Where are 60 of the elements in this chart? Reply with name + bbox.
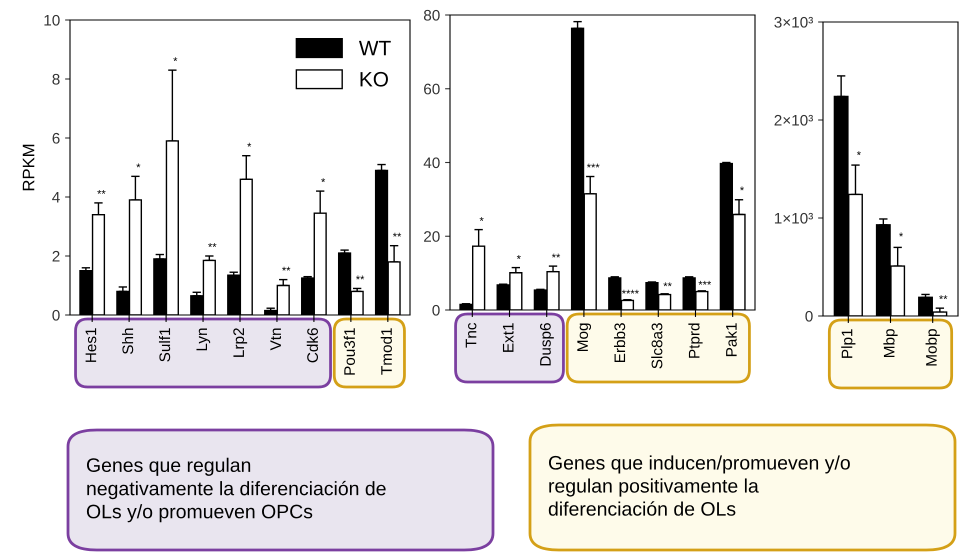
y-tick-label: 4 bbox=[52, 192, 60, 203]
annotation: * bbox=[480, 217, 484, 221]
x-tick-label: Mbp bbox=[883, 329, 898, 357]
y-tick-label: 0 bbox=[52, 310, 60, 321]
y-tick-label: 8 bbox=[52, 74, 60, 85]
annotation: * bbox=[173, 57, 178, 62]
text: Genes que inducen/promueven y/o regulan positivamente la diferenciación de OLs bbox=[548, 455, 850, 516]
x-tick-label: Mog bbox=[577, 323, 592, 351]
annotation: ** bbox=[552, 254, 560, 258]
text: Genes que regulan negativamente la diferenciación de OLs y/o promueven OPCs bbox=[86, 458, 386, 522]
x-tick-label: Pou3f1 bbox=[344, 328, 355, 375]
x-tick-label: Cdk6 bbox=[306, 328, 318, 362]
annotation: ** bbox=[356, 276, 364, 280]
legend-label: KO bbox=[360, 72, 388, 87]
y-tick-label: 40 bbox=[424, 157, 440, 168]
y-tick-label: 0 bbox=[432, 304, 440, 316]
y-tick-label: 10 bbox=[44, 14, 60, 26]
y-axis-title: RPKM bbox=[22, 144, 34, 190]
x-tick-label: Dusp6 bbox=[540, 323, 554, 366]
x-tick-label: Slc8a3 bbox=[651, 323, 662, 369]
annotation: * bbox=[516, 255, 521, 259]
x-tick-label: Lyn bbox=[196, 328, 210, 350]
x-tick-label: Tmod1 bbox=[380, 328, 392, 375]
x-tick-label: Ptprd bbox=[688, 323, 703, 358]
annotation: ** bbox=[282, 266, 290, 271]
x-tick-label: Shh bbox=[122, 328, 134, 354]
y-tick-label: 0 bbox=[805, 310, 813, 322]
y-tick-label: 60 bbox=[424, 84, 440, 94]
x-tick-label: Pak1 bbox=[726, 323, 737, 356]
x-tick-label: Lrp2 bbox=[233, 328, 248, 357]
annotation: * bbox=[136, 163, 140, 168]
annotation: ** bbox=[663, 282, 672, 286]
x-tick-label: Mobp bbox=[926, 329, 940, 366]
y-tick-label: 1×10³ bbox=[774, 212, 813, 224]
x-tick-label: Plp1 bbox=[841, 329, 856, 358]
x-tick-label: Sulf1 bbox=[158, 328, 170, 362]
y-tick-label: 80 bbox=[424, 10, 440, 21]
y-tick-label: 6 bbox=[52, 132, 60, 144]
annotation: ** bbox=[939, 295, 948, 300]
annotation: *** bbox=[586, 164, 600, 168]
y-tick-label: 3×10³ bbox=[774, 16, 813, 28]
annotation: ** bbox=[392, 232, 402, 237]
y-tick-label: 2×10³ bbox=[774, 114, 813, 126]
annotation: **** bbox=[622, 290, 639, 294]
annotation: * bbox=[321, 178, 326, 182]
legend-label: WT bbox=[358, 40, 391, 56]
annotation: * bbox=[899, 232, 904, 236]
x-tick-label: Tnc bbox=[466, 322, 476, 348]
annotation: * bbox=[247, 142, 252, 147]
y-tick-label: 20 bbox=[424, 231, 440, 242]
annotation: ** bbox=[208, 243, 216, 247]
x-tick-label: Ext1 bbox=[502, 323, 514, 352]
annotation: * bbox=[856, 151, 861, 156]
x-tick-label: Vtn bbox=[270, 328, 282, 350]
annotation: ** bbox=[97, 190, 106, 194]
annotation: *** bbox=[698, 280, 712, 285]
annotation: * bbox=[740, 186, 744, 190]
x-tick-label: Hes1 bbox=[86, 328, 96, 362]
x-tick-label: Erbb3 bbox=[614, 323, 626, 362]
y-tick-label: 2 bbox=[52, 250, 60, 262]
